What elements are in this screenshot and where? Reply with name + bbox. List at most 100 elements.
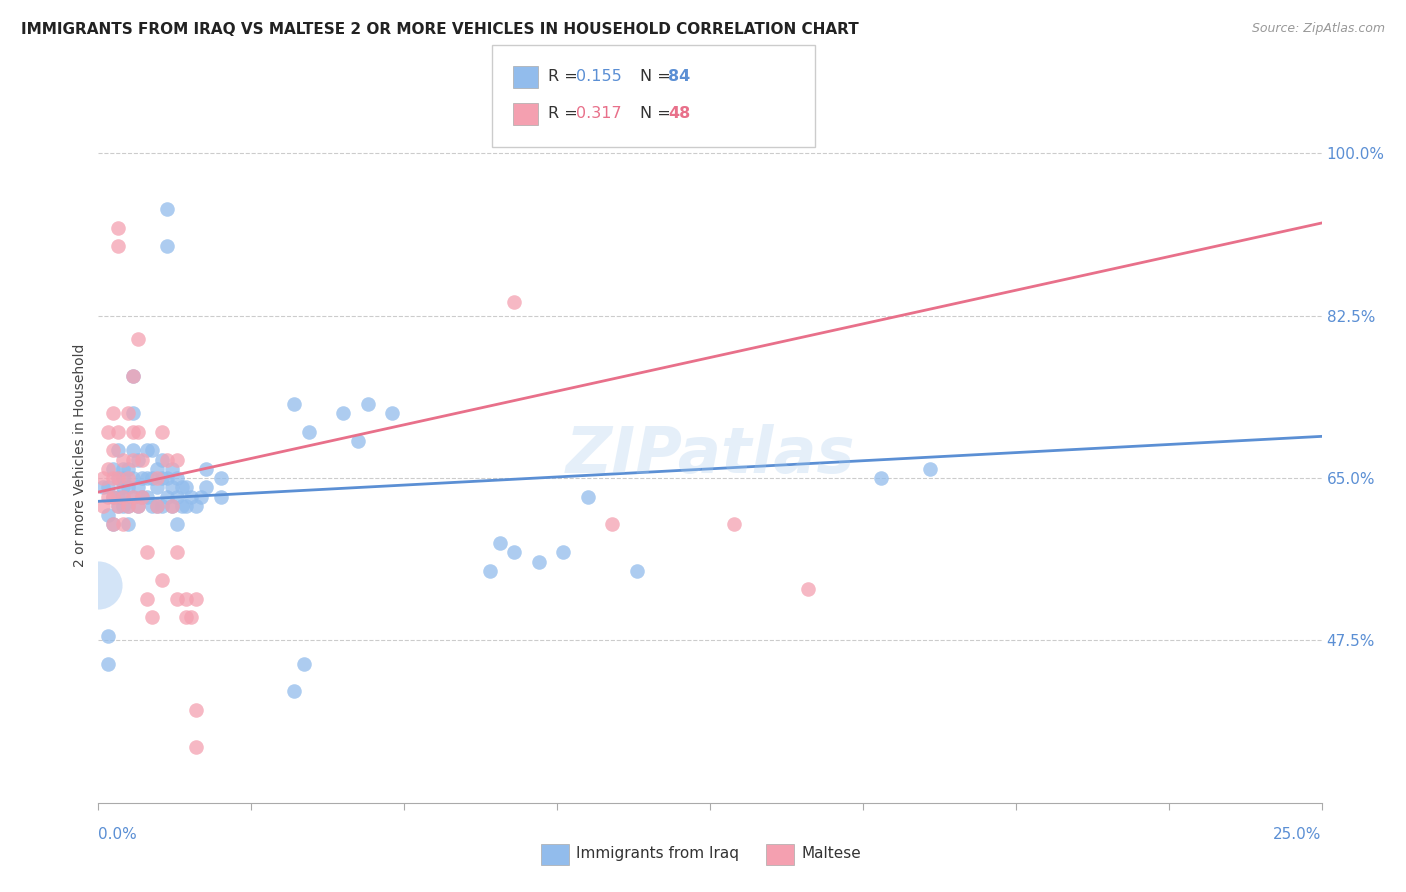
Point [97,657,120,671]
Point [503,545,526,559]
Point [190,490,212,504]
Point [298,425,321,439]
Point [156,452,179,467]
Point [176,480,198,494]
Point [107,471,129,485]
Point [186,499,208,513]
Point [870,471,893,485]
Point [146,471,169,485]
Point [117,480,139,494]
Point [186,703,208,717]
Point [121,369,143,384]
Point [111,452,134,467]
Point [97,490,120,504]
Point [141,499,163,513]
Point [117,406,139,420]
Point [146,499,169,513]
Text: 0.155: 0.155 [576,69,623,84]
Point [107,443,129,458]
Point [101,490,124,504]
Point [111,480,134,494]
Point [111,517,134,532]
Text: 48: 48 [668,106,690,121]
Point [131,490,153,504]
Text: Source: ZipAtlas.com: Source: ZipAtlas.com [1251,22,1385,36]
Point [176,591,198,606]
Text: 25.0%: 25.0% [1274,827,1322,841]
Point [97,480,120,494]
Point [121,471,143,485]
Point [101,406,124,420]
Y-axis label: 2 or more Vehicles in Household: 2 or more Vehicles in Household [73,343,87,566]
Point [166,591,188,606]
Point [488,536,510,550]
Point [160,499,183,513]
Point [91,480,114,494]
Text: IMMIGRANTS FROM IRAQ VS MALTESE 2 OR MORE VEHICLES IN HOUSEHOLD CORRELATION CHAR: IMMIGRANTS FROM IRAQ VS MALTESE 2 OR MOR… [21,22,859,37]
Point [150,452,173,467]
Point [920,462,942,476]
Point [150,499,173,513]
Point [121,425,143,439]
Point [127,425,149,439]
Text: N =: N = [640,106,676,121]
Point [117,517,139,532]
Point [195,480,218,494]
Point [381,406,404,420]
Point [136,443,159,458]
Point [527,555,550,569]
Point [111,471,134,485]
Point [146,462,169,476]
Point [117,471,139,485]
Point [117,499,139,513]
Point [127,499,149,513]
Point [156,202,179,216]
Text: Immigrants from Iraq: Immigrants from Iraq [576,847,740,861]
Text: 0.317: 0.317 [576,106,621,121]
Point [107,425,129,439]
Point [160,462,183,476]
Point [156,490,179,504]
Point [127,480,149,494]
Point [121,369,143,384]
Point [576,490,599,504]
Text: ZIPatlas: ZIPatlas [565,424,855,486]
Point [97,629,120,643]
Point [136,545,159,559]
Point [131,490,153,504]
Point [176,610,198,624]
Text: R =: R = [548,69,583,84]
Point [283,684,305,698]
Point [121,452,143,467]
Point [292,657,315,671]
Point [170,499,193,513]
Point [111,490,134,504]
Point [121,490,143,504]
Point [127,499,149,513]
Point [131,452,153,467]
Point [626,564,648,578]
Point [131,471,153,485]
Point [600,517,623,532]
Text: R =: R = [548,106,583,121]
Point [156,471,179,485]
Point [209,490,232,504]
Point [107,499,129,513]
Point [723,517,745,532]
Point [91,471,114,485]
Point [166,452,188,467]
Point [346,434,368,448]
Point [146,499,169,513]
Point [186,591,208,606]
Point [97,508,120,523]
Point [553,545,575,559]
Text: N =: N = [640,69,676,84]
Point [91,499,114,513]
Point [283,397,305,411]
Point [117,462,139,476]
Point [107,471,129,485]
Point [101,517,124,532]
Point [136,490,159,504]
Point [160,499,183,513]
Point [150,471,173,485]
